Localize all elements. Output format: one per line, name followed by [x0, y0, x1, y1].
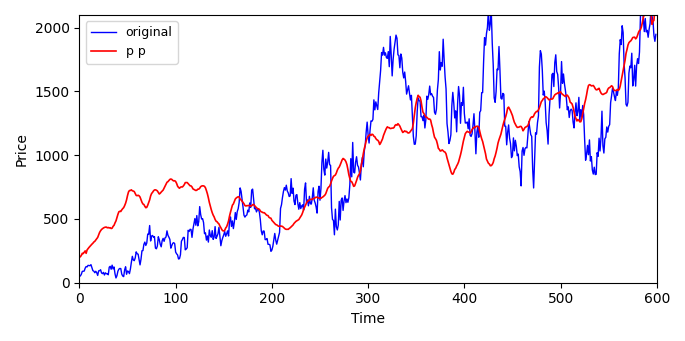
p p — [223, 222, 232, 226]
p p — [651, 10, 660, 14]
p p — [177, 185, 186, 189]
p p — [510, 117, 518, 121]
Line: original: original — [79, 8, 656, 278]
original — [416, 99, 424, 103]
original — [647, 5, 655, 10]
Line: p p: p p — [79, 5, 656, 257]
p p — [646, 3, 654, 8]
X-axis label: Time: Time — [351, 312, 385, 326]
original — [75, 274, 84, 278]
p p — [336, 163, 345, 167]
original — [510, 149, 519, 153]
Y-axis label: Price: Price — [15, 132, 29, 166]
p p — [460, 135, 469, 139]
p p — [415, 94, 423, 99]
original — [461, 121, 469, 125]
original — [651, 32, 660, 36]
original — [337, 198, 345, 202]
p p — [75, 255, 84, 259]
Legend: original, p p: original, p p — [86, 21, 177, 63]
original — [112, 276, 120, 280]
original — [178, 238, 186, 242]
original — [225, 234, 233, 238]
